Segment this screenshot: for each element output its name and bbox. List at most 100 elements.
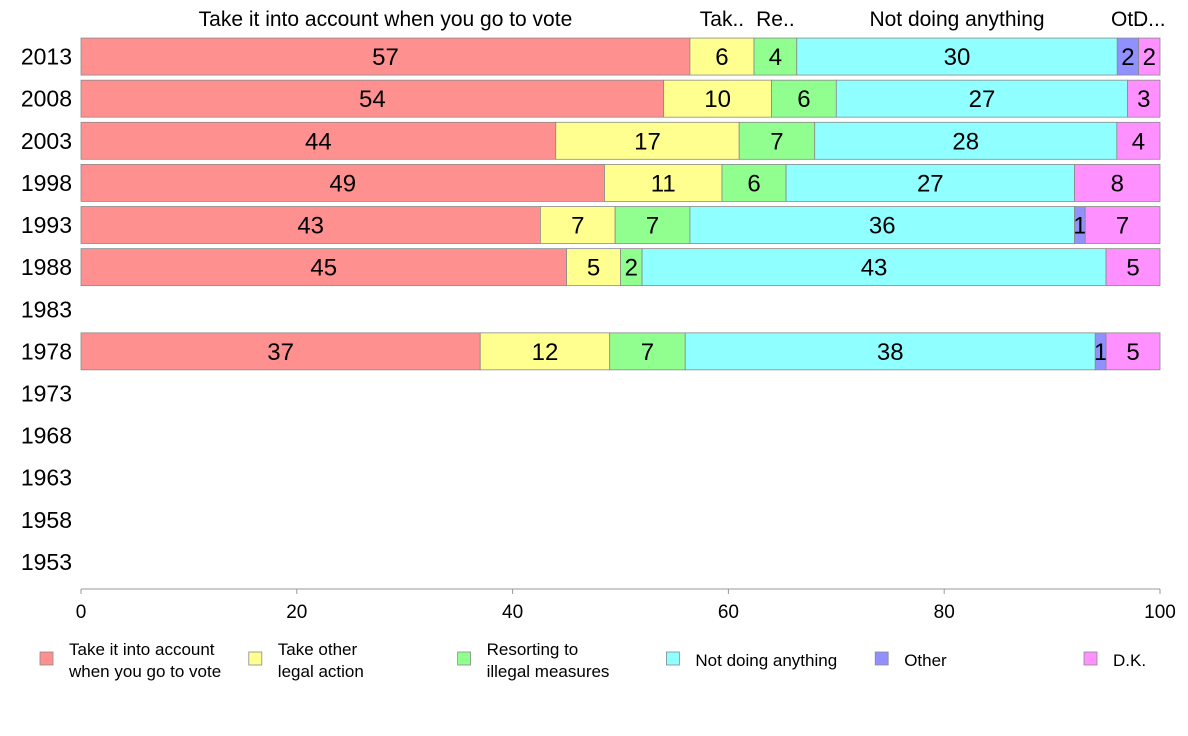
data-label: 2 [1121, 44, 1134, 71]
bar-segment [1138, 37, 1161, 76]
data-label: 4 [1132, 128, 1145, 155]
legend-swatch [248, 651, 263, 666]
bar-segment [1116, 121, 1161, 160]
data-label: 3 [1137, 86, 1150, 113]
data-label: 43 [297, 213, 324, 240]
legend-label: Resorting to [487, 640, 579, 659]
y-tick-label: 1988 [21, 254, 72, 280]
legend-item: Resorting to illegal measures [457, 640, 610, 681]
y-tick-label: 1993 [21, 212, 72, 238]
legend-label: when you go to vote [68, 662, 221, 681]
legend-label: Other [904, 651, 947, 670]
legend-swatch [1083, 651, 1098, 666]
x-tick-label: 40 [502, 602, 523, 623]
y-tick-label: 1968 [21, 423, 72, 449]
y-tick-label: 1998 [21, 170, 72, 196]
data-label: 7 [646, 213, 659, 240]
legend-label: illegal measures [487, 662, 610, 681]
data-label: 6 [747, 170, 760, 197]
bar-segment [479, 332, 611, 371]
data-label: 10 [704, 86, 731, 113]
data-label: 36 [869, 213, 896, 240]
column-headers: Take it into account when you go to vote… [199, 8, 1166, 31]
bar-segment [689, 206, 1075, 244]
bar-segment [555, 121, 740, 160]
y-tick-label: 1983 [21, 296, 72, 322]
legend-item: Not doing anything [666, 651, 837, 670]
data-label: 4 [769, 44, 782, 71]
data-label: 7 [1116, 213, 1129, 240]
legend-swatch [874, 651, 889, 666]
data-label: 7 [770, 128, 783, 155]
bar-segment [80, 332, 481, 371]
bar-segment [835, 79, 1129, 118]
data-label: 27 [917, 170, 944, 197]
data-label: 28 [952, 128, 979, 155]
bar-segment [539, 206, 616, 244]
bar-segment [1105, 248, 1161, 287]
y-tick-label: 2008 [21, 86, 72, 112]
bar-segment [689, 37, 755, 76]
column-header: D... [1133, 8, 1166, 31]
bar-segment [684, 332, 1096, 371]
legend-swatch [666, 651, 680, 666]
y-tick-label: 1958 [21, 507, 72, 533]
legend-item: Other [874, 651, 947, 670]
data-label: 37 [267, 339, 294, 366]
bar-segment [721, 164, 787, 202]
data-label: 49 [329, 170, 356, 197]
legend-label: D.K. [1113, 651, 1146, 670]
x-tick-label: 0 [76, 602, 87, 623]
x-tick-label: 60 [718, 602, 739, 623]
legend-label: Take it into account [69, 640, 215, 659]
x-tick-label: 80 [934, 602, 955, 623]
data-label: 7 [571, 213, 584, 240]
y-tick-label: 1963 [21, 465, 72, 491]
bar-segment [80, 79, 665, 118]
column-header: Ot.. [1111, 8, 1145, 31]
x-tick-label: 100 [1144, 602, 1176, 623]
data-label: 45 [310, 255, 337, 282]
data-label: 57 [372, 44, 399, 71]
legend-item: Take it into account when you go to vote [39, 640, 221, 681]
bar-segment [641, 248, 1107, 287]
legend-item: D.K. [1083, 651, 1146, 670]
data-label: 12 [532, 339, 559, 366]
data-label: 8 [1111, 170, 1124, 197]
legend-item: Take other legal action [248, 640, 364, 681]
legend-label: legal action [278, 662, 364, 681]
bar-segment [771, 79, 837, 118]
bars: 57 6 4 30 2 254 10 6 27 344 17 7 28 449 11 6 27 843 7 7 36 1 7… [80, 37, 1161, 371]
bar-segment [614, 206, 691, 244]
y-tick-label: 2013 [21, 44, 72, 70]
bar-segment [738, 121, 816, 160]
y-tick-label: 2003 [21, 128, 72, 154]
data-label: 54 [359, 86, 386, 113]
data-label: 30 [944, 44, 971, 71]
y-tick-label: 1953 [21, 549, 72, 575]
data-label: 6 [715, 44, 728, 71]
bar-segment [1084, 206, 1161, 244]
data-label: 5 [1126, 255, 1139, 282]
x-tick-label: 20 [286, 602, 307, 623]
data-label: 5 [587, 255, 600, 282]
data-label: 1 [1094, 339, 1107, 366]
bar-segment [1074, 164, 1161, 202]
bar-segment [80, 164, 605, 202]
column-header: Re.. [756, 8, 795, 31]
column-header: Take it into account when you go to vote [199, 8, 573, 31]
bar-segment [80, 248, 567, 287]
data-label: 2 [625, 255, 638, 282]
legend-swatch [39, 651, 54, 666]
data-label: 44 [305, 128, 332, 155]
bar-segment [609, 332, 686, 371]
column-header: Not doing anything [869, 8, 1044, 31]
bar-segment [663, 79, 772, 118]
data-label: 5 [1126, 339, 1139, 366]
data-label: 27 [969, 86, 996, 113]
bar-segment [80, 121, 557, 160]
data-label: 38 [877, 339, 904, 366]
y-axis-labels: 2013 2008 2003 1998 1993 1988 1983 1978 1973 1968… [21, 44, 72, 575]
